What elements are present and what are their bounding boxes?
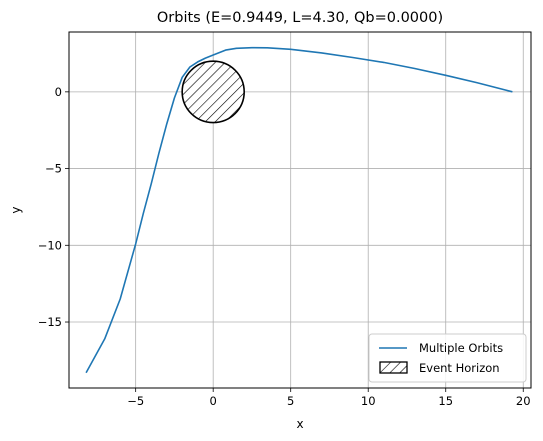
legend: Multiple Orbits Event Horizon: [368, 333, 527, 383]
x-tick-label: −5: [127, 394, 144, 408]
x-tick-label: 15: [438, 394, 453, 408]
y-axis-label: y: [9, 206, 23, 213]
plot-area-frame: [68, 31, 532, 389]
y-tick-label: −15: [38, 315, 62, 329]
legend-label-orbits: Multiple Orbits: [419, 341, 503, 355]
y-tick-label: −10: [38, 238, 62, 252]
legend-box: [368, 333, 527, 383]
x-axis-ticks: −5 0 5 10 15 20: [127, 388, 531, 408]
event-horizon-circle: [181, 60, 245, 124]
x-tick-label: 10: [361, 394, 376, 408]
y-tick-label: −5: [45, 162, 62, 176]
x-axis-label: x: [296, 417, 303, 431]
x-tick-label: 0: [210, 394, 217, 408]
legend-label-event-horizon: Event Horizon: [419, 361, 500, 375]
y-axis-ticks: −15 −10 −5 0: [38, 85, 69, 329]
legend-hatch-swatch: [379, 361, 408, 374]
chart-title: Orbits (E=0.9449, L=4.30, Qb=0.0000): [157, 10, 443, 26]
orbit-line: [85, 46, 513, 374]
x-tick-label: 5: [287, 394, 294, 408]
x-tick-label: 20: [516, 394, 531, 408]
y-tick-label: 0: [55, 85, 62, 99]
